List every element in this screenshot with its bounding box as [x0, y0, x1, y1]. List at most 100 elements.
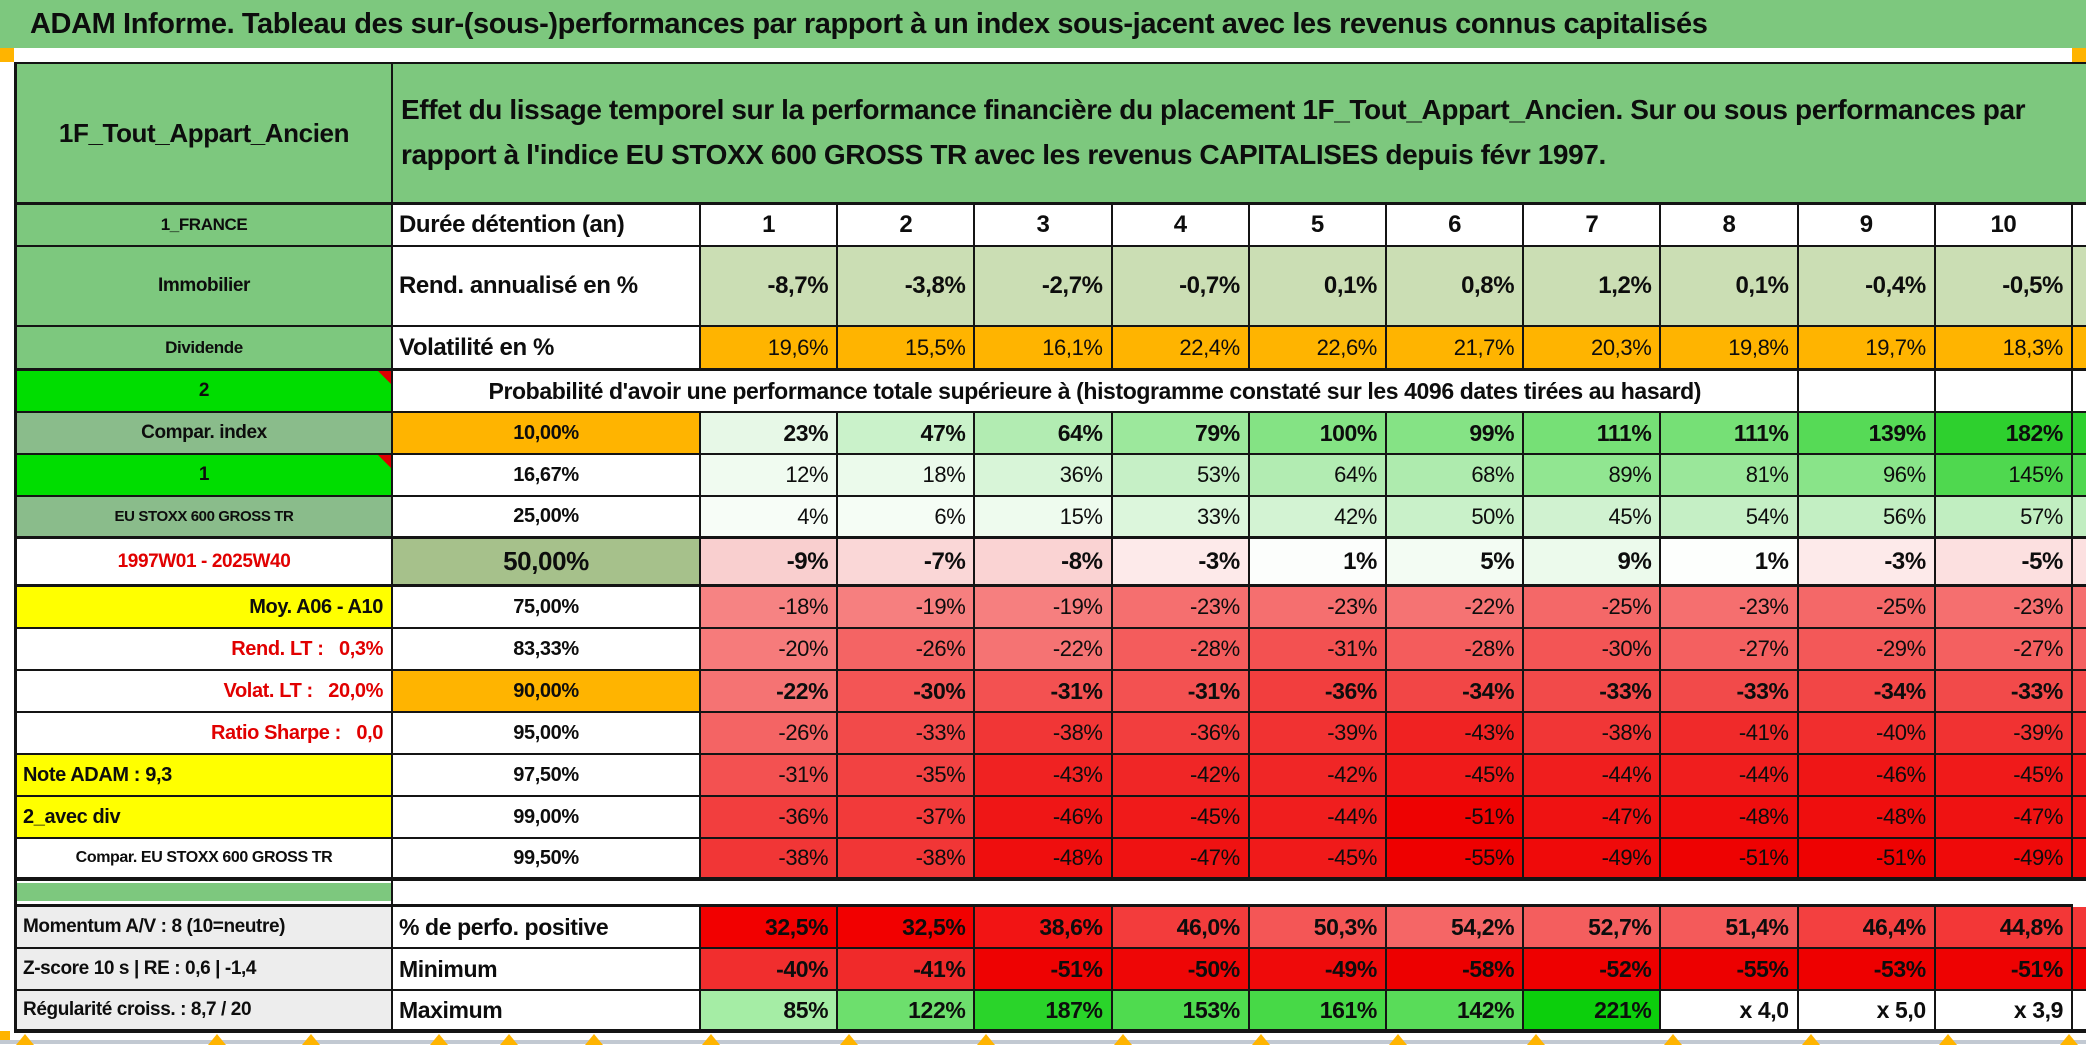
cell-positive_perf-10[interactable]: 44,8% [1935, 907, 2073, 949]
cell-minimum-6[interactable]: -58% [1386, 949, 1525, 991]
cell-p995-6[interactable]: -55% [1386, 839, 1525, 881]
cell-p99-6[interactable]: -51% [1386, 797, 1525, 839]
cell-p16-7[interactable]: 89% [1524, 455, 1662, 497]
cell-volatility-3[interactable]: 16,1% [975, 327, 1113, 371]
cell-p25-3[interactable]: 15% [975, 497, 1113, 539]
cell-p83-6[interactable]: -28% [1386, 629, 1525, 671]
cell-p16-8[interactable]: 81% [1661, 455, 1799, 497]
row-label-p83[interactable]: 83,33% [393, 629, 701, 671]
cell-positive_perf-9[interactable]: 46,4% [1798, 907, 1936, 949]
row-header-p16[interactable]: 1 [17, 455, 393, 497]
cell-p95-8[interactable]: -41% [1661, 713, 1799, 755]
cell-p25-1[interactable]: 4% [701, 497, 839, 539]
cell-volatility-8[interactable]: 19,8% [1661, 327, 1799, 371]
cell-p83-3[interactable]: -22% [975, 629, 1113, 671]
cell-annual_return-4[interactable]: -0,7% [1112, 247, 1250, 327]
cell-p99-2[interactable]: -37% [838, 797, 976, 839]
cell-p995-3[interactable]: -48% [975, 839, 1113, 881]
cell-minimum-9[interactable]: -53% [1798, 949, 1936, 991]
cell-p25-6[interactable]: 50% [1386, 497, 1525, 539]
cell-p25-2[interactable]: 6% [838, 497, 976, 539]
cell-p975-8[interactable]: -44% [1661, 755, 1799, 797]
cell-volatility-7[interactable]: 20,3% [1524, 327, 1662, 371]
cell-positive_perf-2[interactable]: 32,5% [838, 907, 976, 949]
cell-p25-8[interactable]: 54% [1661, 497, 1799, 539]
cell-p90-7[interactable]: -33% [1524, 671, 1662, 713]
cell-positive_perf-6[interactable]: 54,2% [1386, 907, 1525, 949]
cell-p25-4[interactable]: 33% [1112, 497, 1250, 539]
cell-p995-2[interactable]: -38% [838, 839, 976, 881]
row-header-p99[interactable]: 2_avec div [17, 797, 393, 839]
cell-minimum-7[interactable]: -52% [1524, 949, 1662, 991]
cell-p995-9[interactable]: -51% [1798, 839, 1936, 881]
cell-probability_header-empty-2[interactable] [1935, 371, 2073, 413]
cell-maximum-2[interactable]: 122% [838, 991, 976, 1033]
cell-minimum-8[interactable]: -55% [1661, 949, 1799, 991]
row-label-p10[interactable]: 10,00% [393, 413, 701, 455]
cell-p75-7[interactable]: -25% [1524, 587, 1662, 629]
row-header-p995[interactable]: Compar. EU STOXX 600 GROSS TR [17, 839, 393, 881]
cell-maximum-9[interactable]: x 5,0 [1798, 991, 1936, 1033]
cell-p10-10[interactable]: 182% [1935, 413, 2073, 455]
cell-p83-9[interactable]: -29% [1798, 629, 1936, 671]
cell-p16-6[interactable]: 68% [1386, 455, 1525, 497]
cell-p10-2[interactable]: 47% [838, 413, 976, 455]
cell-p90-9[interactable]: -34% [1798, 671, 1936, 713]
cell-annual_return-6[interactable]: 0,8% [1386, 247, 1525, 327]
cell-p10-4[interactable]: 79% [1112, 413, 1250, 455]
cell-p90-1[interactable]: -22% [701, 671, 839, 713]
cell-maximum-3[interactable]: 187% [975, 991, 1113, 1033]
row-header-p95[interactable]: Ratio Sharpe : 0,0 [17, 713, 393, 755]
cell-minimum-10[interactable]: -51% [1935, 949, 2073, 991]
cell-p975-4[interactable]: -42% [1112, 755, 1250, 797]
cell-p25-10[interactable]: 57% [1935, 497, 2073, 539]
table-description-cell[interactable]: Effet du lissage temporel sur la perform… [393, 64, 2086, 205]
cell-p95-6[interactable]: -43% [1386, 713, 1525, 755]
cell-maximum-8[interactable]: x 4,0 [1661, 991, 1799, 1033]
cell-minimum-3[interactable]: -51% [975, 949, 1113, 991]
cell-positive_perf-3[interactable]: 38,6% [975, 907, 1113, 949]
row-header-p75[interactable]: Moy. A06 - A10 [17, 587, 393, 629]
cell-p10-9[interactable]: 139% [1798, 413, 1936, 455]
cell-p75-9[interactable]: -25% [1798, 587, 1936, 629]
row-label-p995[interactable]: 99,50% [393, 839, 701, 881]
cell-p50-8[interactable]: 1% [1661, 539, 1799, 587]
cell-p95-7[interactable]: -38% [1524, 713, 1662, 755]
row-header-p975[interactable]: Note ADAM : 9,3 [17, 755, 393, 797]
cell-duration-4[interactable]: 4 [1112, 205, 1250, 247]
probability-span-cell[interactable]: Probabilité d'avoir une performance tota… [393, 371, 1799, 413]
row-label-p90[interactable]: 90,00% [393, 671, 701, 713]
cell-p75-3[interactable]: -19% [975, 587, 1113, 629]
cell-p50-2[interactable]: -7% [838, 539, 976, 587]
cell-p25-9[interactable]: 56% [1798, 497, 1936, 539]
cell-p99-5[interactable]: -44% [1249, 797, 1387, 839]
cell-p83-5[interactable]: -31% [1249, 629, 1387, 671]
cell-p975-9[interactable]: -46% [1798, 755, 1936, 797]
cell-maximum-10[interactable]: x 3,9 [1935, 991, 2073, 1033]
spreadsheet[interactable]: 1F_Tout_Appart_Ancien Effet du lissage t… [14, 62, 2086, 1033]
cell-duration-5[interactable]: 5 [1249, 205, 1387, 247]
cell-p995-5[interactable]: -45% [1249, 839, 1387, 881]
cell-p90-8[interactable]: -33% [1661, 671, 1799, 713]
cell-volatility-6[interactable]: 21,7% [1386, 327, 1525, 371]
cell-p10-6[interactable]: 99% [1386, 413, 1525, 455]
cell-volatility-1[interactable]: 19,6% [701, 327, 839, 371]
cell-annual_return-1[interactable]: -8,7% [701, 247, 839, 327]
cell-p95-3[interactable]: -38% [975, 713, 1113, 755]
row-label-minimum[interactable]: Minimum [393, 949, 701, 991]
cell-p75-1[interactable]: -18% [701, 587, 839, 629]
cell-p50-5[interactable]: 1% [1249, 539, 1387, 587]
cell-p50-6[interactable]: 5% [1386, 539, 1525, 587]
cell-p50-9[interactable]: -3% [1798, 539, 1936, 587]
cell-p995-1[interactable]: -38% [701, 839, 839, 881]
cell-annual_return-10[interactable]: -0,5% [1935, 247, 2073, 327]
row-label-p75[interactable]: 75,00% [393, 587, 701, 629]
row-label-maximum[interactable]: Maximum [393, 991, 701, 1033]
cell-p975-3[interactable]: -43% [975, 755, 1113, 797]
cell-p83-8[interactable]: -27% [1661, 629, 1799, 671]
cell-p95-5[interactable]: -39% [1249, 713, 1387, 755]
cell-p75-6[interactable]: -22% [1386, 587, 1525, 629]
cell-duration-8[interactable]: 8 [1661, 205, 1799, 247]
cell-p99-10[interactable]: -47% [1935, 797, 2073, 839]
cell-p95-9[interactable]: -40% [1798, 713, 1936, 755]
